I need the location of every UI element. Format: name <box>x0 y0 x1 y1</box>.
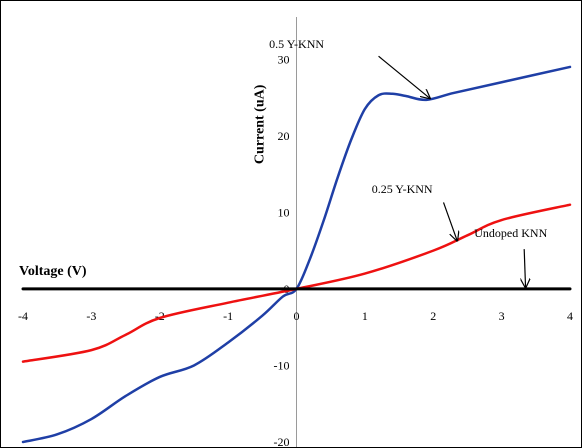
y-tick-label: 10 <box>278 205 290 219</box>
x-tick-label: -3 <box>86 309 96 323</box>
annotation-arrow <box>524 249 525 287</box>
series-line-0-5-y-knn <box>21 65 572 444</box>
y-tick-label: 30 <box>278 52 290 66</box>
x-axis-label: Voltage (V) <box>19 264 87 279</box>
x-tick-label: 0 <box>294 309 300 323</box>
x-tick-label: -2 <box>155 309 165 323</box>
annotation-arrow <box>442 202 458 240</box>
annotations: 0.5 Y-KNN 0.25 Y-KNN Undoped KNN <box>269 37 548 288</box>
y-tick-label: -10 <box>274 358 290 372</box>
annotation-label: 0.25 Y-KNN <box>372 182 433 196</box>
annotation-label: 0.5 Y-KNN <box>269 37 324 51</box>
labels: Voltage (V) Current (uA) <box>19 84 268 279</box>
y-axis-label: Current (uA) <box>253 84 268 164</box>
x-tick-label: -4 <box>18 309 28 323</box>
y-tick-label: 20 <box>278 129 290 143</box>
x-tick-label: 4 <box>567 309 573 323</box>
series-lines <box>21 65 572 444</box>
x-tick-label: 1 <box>362 309 368 323</box>
x-tick-label: -1 <box>223 309 233 323</box>
annotation-arrow <box>378 55 430 98</box>
y-tick-label: -20 <box>274 435 290 447</box>
annotation-label: Undoped KNN <box>474 226 547 240</box>
x-tick-label: 3 <box>499 309 505 323</box>
x-tick-label: 2 <box>430 309 436 323</box>
